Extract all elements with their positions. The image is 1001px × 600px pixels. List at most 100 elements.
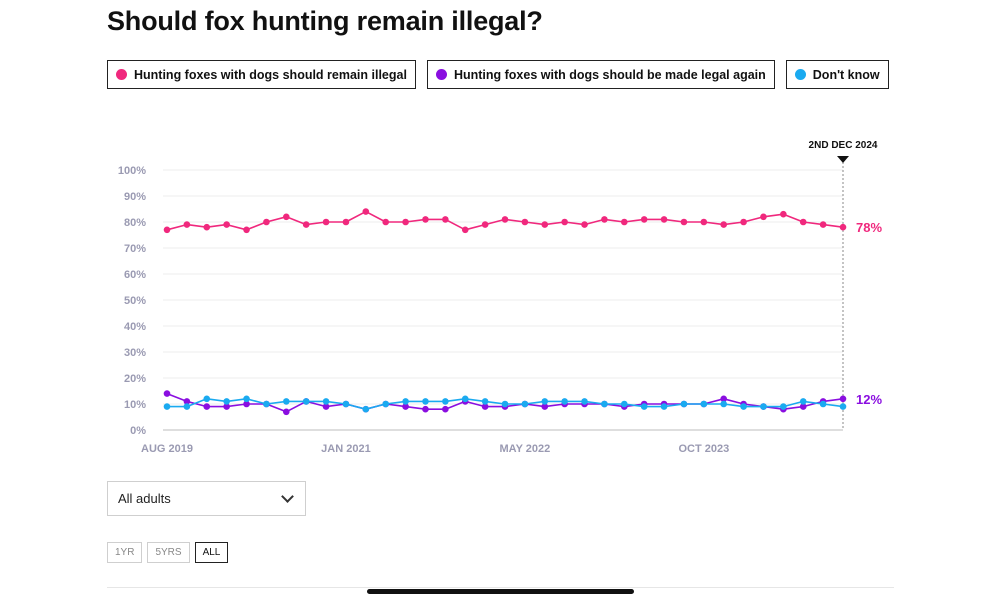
data-point: [521, 400, 529, 408]
data-point: [322, 218, 330, 226]
legend-item-made-legal[interactable]: Hunting foxes with dogs should be made l…: [426, 60, 775, 89]
data-point: [799, 398, 807, 405]
data-point: [282, 213, 290, 221]
data-point: [481, 221, 489, 228]
data-point: [541, 398, 549, 405]
audience-select-value: All adults: [118, 491, 171, 506]
data-point: [541, 403, 549, 410]
data-point: [501, 216, 509, 223]
date-marker-label: 2ND DEC 2024: [809, 140, 878, 151]
data-point: [282, 408, 290, 416]
data-point: [223, 221, 230, 228]
y-tick-label: 40%: [124, 321, 146, 333]
data-point: [720, 221, 728, 228]
data-point: [342, 400, 350, 408]
legend-dot-icon: [794, 69, 806, 80]
data-point: [263, 218, 270, 226]
data-point: [541, 221, 549, 228]
data-point: [640, 216, 648, 223]
range-selector: 1YR 5YRS ALL: [107, 542, 229, 563]
data-point: [839, 223, 847, 231]
data-point: [461, 395, 469, 403]
series-end-label: 12%: [856, 392, 882, 407]
home-indicator: [367, 589, 634, 594]
data-point: [422, 398, 429, 405]
data-point: [322, 403, 330, 410]
data-point: [601, 216, 608, 223]
data-point: [183, 398, 191, 405]
data-point: [402, 403, 409, 410]
date-marker-icon: [837, 156, 849, 163]
y-tick-label: 60%: [124, 269, 146, 281]
data-point: [561, 398, 568, 405]
data-point: [223, 403, 230, 410]
range-button-1yr[interactable]: 1YR: [107, 542, 143, 563]
y-tick-label: 20%: [124, 373, 146, 385]
data-point: [302, 221, 310, 228]
data-point: [402, 218, 409, 226]
data-point: [163, 403, 171, 410]
x-tick-label: AUG 2019: [141, 443, 193, 455]
chevron-down-icon: [281, 490, 294, 503]
y-tick-label: 10%: [124, 399, 146, 411]
legend-item-remain-illegal[interactable]: Hunting foxes with dogs should remain il…: [107, 60, 416, 89]
data-point: [163, 390, 171, 397]
legend-label: Hunting foxes with dogs should be made l…: [453, 67, 766, 82]
data-point: [263, 400, 270, 408]
data-point: [760, 403, 767, 410]
data-point: [163, 226, 171, 234]
data-point: [402, 398, 409, 405]
data-point: [720, 395, 728, 403]
data-point: [620, 218, 628, 226]
data-point: [442, 405, 449, 413]
data-point: [342, 218, 350, 226]
data-point: [243, 395, 250, 403]
data-point: [760, 213, 767, 221]
data-point: [481, 398, 489, 405]
legend-label: Don't know: [812, 67, 880, 82]
data-point: [442, 398, 449, 405]
data-point: [581, 398, 588, 405]
audience-select[interactable]: All adults: [107, 481, 306, 516]
y-tick-label: 90%: [124, 191, 146, 203]
range-button-5yrs[interactable]: 5YRS: [147, 542, 190, 563]
chart-legend: Hunting foxes with dogs should remain il…: [107, 60, 889, 89]
legend-item-dont-know[interactable]: Don't know: [785, 60, 889, 89]
data-point: [601, 400, 608, 408]
data-point: [203, 223, 211, 231]
data-point: [839, 395, 847, 403]
y-tick-label: 0%: [130, 425, 146, 437]
data-point: [183, 403, 191, 410]
data-point: [282, 398, 290, 405]
legend-dot-icon: [435, 69, 447, 80]
data-point: [422, 405, 429, 413]
page-title: Should fox hunting remain illegal?: [107, 6, 543, 36]
data-point: [322, 398, 330, 405]
legend-dot-icon: [116, 69, 127, 80]
data-point: [680, 218, 688, 226]
data-point: [382, 218, 390, 226]
data-point: [362, 208, 370, 215]
data-point: [740, 403, 747, 410]
data-point: [382, 400, 390, 408]
line-chart: 100% 90% 80% 70% 60% 50% 40% 30% 20% 10% 0% AUG 201…: [118, 140, 883, 455]
data-point: [819, 221, 827, 228]
data-point: [700, 218, 708, 226]
data-point: [481, 403, 489, 410]
data-point: [839, 403, 847, 410]
data-point: [461, 226, 469, 234]
data-point: [183, 221, 191, 228]
data-point: [501, 400, 509, 408]
series-end-label: 78%: [856, 220, 882, 235]
data-point: [799, 218, 807, 226]
range-button-all[interactable]: ALL: [194, 542, 229, 563]
data-point: [780, 210, 787, 218]
data-point: [640, 403, 648, 410]
y-tick-label: 70%: [124, 243, 146, 255]
data-point: [203, 403, 211, 410]
data-point: [780, 403, 787, 410]
data-point: [799, 403, 807, 410]
data-point: [442, 216, 449, 223]
divider: [107, 587, 894, 588]
data-point: [819, 400, 827, 408]
